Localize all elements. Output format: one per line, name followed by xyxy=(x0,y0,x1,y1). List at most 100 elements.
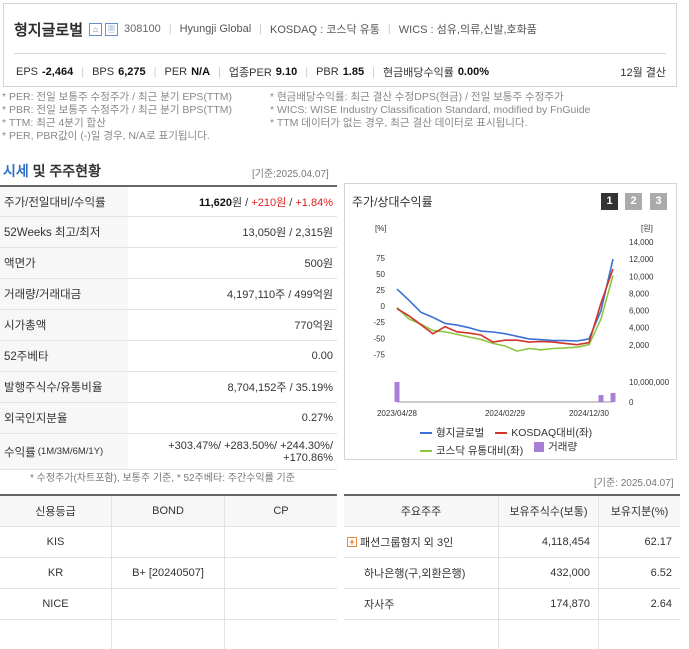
shareholder-name: 자사주 xyxy=(344,589,499,619)
note-wics: * WICS: WISE Industry Classification Sta… xyxy=(270,104,591,116)
note-dividend: * 현금배당수익률: 최근 결산 수정DPS(현금) / 전일 보통주 수정주가 xyxy=(270,91,564,103)
chart-legend: 형지글로벌 KOSDAQ대비(좌) 코스닥 유통대비(좌) 거래량 xyxy=(420,424,650,458)
right-axis-unit: [원] xyxy=(641,224,653,233)
table-header-row: 신용등급 BOND CP xyxy=(0,496,337,527)
y-left-tick-label: -50 xyxy=(373,334,385,343)
y-right-tick-label: 8,000 xyxy=(629,289,650,298)
notes-right: * 현금배당수익률: 최근 결산 수정DPS(현금) / 전일 보통주 수정주가… xyxy=(270,91,590,130)
y-left-tick-label: 0 xyxy=(381,302,386,311)
y-volume-tick-label: 10,000,000 xyxy=(629,378,670,387)
note-per: * PER: 전일 보통주 수정주가 / 최근 분기 EPS(TTM) xyxy=(2,91,233,103)
legend-item: 코스닥 유통대비(좌) xyxy=(420,444,523,458)
y-right-tick-label: 10,000 xyxy=(629,272,654,281)
y-right-tick-label: 6,000 xyxy=(629,307,650,316)
table-row: 수익률 (1M/3M/6M/1Y) +303.47%/ +283.50%/ +24… xyxy=(0,434,337,470)
document-icon[interactable]: 🗏 xyxy=(105,22,119,36)
divider: | xyxy=(168,23,172,35)
metric-pbr: PBR 1.85 | xyxy=(316,66,375,78)
table-row: 하나은행(구,외환은행) 432,000 6.52 xyxy=(344,558,680,589)
note-ttm: * TTM: 최근 4분기 합산 xyxy=(2,117,106,129)
chart-tab-3[interactable]: 3 xyxy=(650,193,667,210)
table-row: 거래량/거래대금 4,197,110주 / 499억원 xyxy=(0,279,337,310)
y-left-tick-label: 50 xyxy=(376,270,385,279)
company-header: 형지글로벌 ⌂ 🗏 308100 | Hyungji Global | KOSD… xyxy=(3,3,677,87)
row-label: 52Weeks 최고/최저 xyxy=(0,217,128,247)
metric-eps: EPS -2,464 | xyxy=(16,66,85,78)
row-label: 주가/전일대비/수익률 xyxy=(0,187,128,216)
left-axis-unit: [%] xyxy=(375,224,387,233)
y-left-tick-label: -25 xyxy=(373,318,385,327)
metric-dividend-yield: 현금배당수익률 0.00% xyxy=(382,66,490,79)
credit-rating-table: 신용등급 BOND CP KIS KR B+ [20240507] NICE xyxy=(0,494,337,649)
market-cap-value: 770억원 xyxy=(294,320,333,332)
legend-item: 형지글로벌 xyxy=(420,426,484,440)
x-tick-label: 2024/12/30 xyxy=(569,409,610,418)
volume-value: 4,197,110주 / 499억원 xyxy=(226,289,333,301)
row-label: 발행주식수/유통비율 xyxy=(0,372,128,402)
volume-bar xyxy=(394,382,400,402)
row-label: 외국인지분율 xyxy=(0,403,128,433)
row-label: 시가총액 xyxy=(0,310,128,340)
metric-sector-per: 업종PER 9.10 | xyxy=(228,66,309,79)
y-right-tick-label: 2,000 xyxy=(629,341,650,350)
expand-plus-icon[interactable]: + xyxy=(347,537,357,547)
wics-info: WICS : 섬유,의류,신발,호화품 xyxy=(398,24,537,36)
table-row: 52주베타 0.00 xyxy=(0,341,337,372)
note-pbr: * PBR: 전일 보통주 수정주가 / 최근 분기 BPS(TTM) xyxy=(2,104,233,116)
chart-title: 주가/상대수익률 xyxy=(352,195,433,209)
header-cell: 보유지분(%) xyxy=(610,506,669,518)
stock-code: 308100 xyxy=(124,23,161,35)
market-table: 주가/전일대비/수익률 11,620원 / +210원 / +1.84% 52W… xyxy=(0,185,337,470)
row-label: 수익률 (1M/3M/6M/1Y) xyxy=(0,434,128,469)
x-tick-label: 2024/02/29 xyxy=(485,409,526,418)
series-line-sector xyxy=(396,275,614,352)
section-date: [기준:2025.04.07] xyxy=(252,169,329,180)
returns-value: +303.47%/ +283.50%/ +244.30%/ +170.86% xyxy=(168,439,333,464)
table-header-row: 주요주주 보유주식수(보통) 보유지분(%) xyxy=(344,496,680,527)
price-chart: [%] [원] 75 50 25 0 -25 -50 -75 14,000 12,000 10,000… xyxy=(373,224,670,418)
table-row: 자사주 174,870 2.64 xyxy=(344,589,680,620)
table-row: 발행주식수/유통비율 8,704,152주 / 35.19% xyxy=(0,372,337,403)
notes-left: * PER: 전일 보통주 수정주가 / 최근 분기 EPS(TTM) * PB… xyxy=(2,91,232,143)
volume-bar xyxy=(610,393,616,402)
shares-value: 8,704,152주 / 35.19% xyxy=(227,382,333,394)
metric-per: PER N/A | xyxy=(164,66,221,78)
table-row: 주가/전일대비/수익률 11,620원 / +210원 / +1.84% xyxy=(0,187,337,217)
table-row: + 패션그룹형지 외 3인 4,118,454 62.17 xyxy=(344,527,680,558)
header-cell: 주요주주 xyxy=(344,496,499,526)
price-chart-panel: 주가/상대수익률 1 2 3 [%] [원] 75 50 25 0 -25 -50 -75 14,… xyxy=(344,183,677,460)
y-left-tick-label: -75 xyxy=(373,350,385,359)
legend-item: KOSDAQ대비(좌) xyxy=(495,426,592,440)
x-tick-label: 2023/04/28 xyxy=(377,409,418,418)
series-line-kosdaq xyxy=(396,268,614,346)
header-cell: 보유주식수(보통) xyxy=(499,496,599,526)
table-row: 52Weeks 최고/최저 13,050원 / 2,315원 xyxy=(0,217,337,248)
shareholder-name[interactable]: + 패션그룹형지 외 3인 xyxy=(344,527,499,557)
table-row: KR B+ [20240507] xyxy=(0,558,337,589)
beta-value: 0.00 xyxy=(311,350,333,362)
table-row: 외국인지분율 0.27% xyxy=(0,403,337,434)
metric-bps: BPS 6,275 | xyxy=(92,66,157,78)
divider: | xyxy=(387,23,391,35)
title-row: 형지글로벌 ⌂ 🗏 308100 | Hyungji Global | KOSD… xyxy=(14,17,537,41)
y-left-tick-label: 75 xyxy=(376,254,385,263)
table-row: 시가총액 770억원 xyxy=(0,310,337,341)
section-title: 시세 및 주주현황 xyxy=(3,163,101,179)
base-date-right: [기준: 2025.04.07] xyxy=(594,478,674,489)
table-row xyxy=(0,620,337,649)
note-ttm-na: * TTM 데이터가 없는 경우, 최근 결산 데이터로 표시됩니다. xyxy=(270,117,528,129)
y-left-tick-label: 25 xyxy=(376,286,385,295)
market-info: KOSDAQ : 코스닥 유통 xyxy=(270,24,380,36)
row-label: 52주베타 xyxy=(0,341,128,371)
header-cell: 신용등급 xyxy=(0,496,112,526)
chart-tab-2[interactable]: 2 xyxy=(625,193,642,210)
table-footnote: * 수정주가(차트포함), 보통주 기준, * 52주베타: 주간수익률 기준 xyxy=(30,473,295,484)
series-line-stock xyxy=(396,258,614,342)
shareholder-name: 하나은행(구,외환은행) xyxy=(344,558,499,588)
divider: | xyxy=(259,23,262,35)
volume-bar xyxy=(598,395,604,402)
row-label: 액면가 xyxy=(0,248,128,278)
home-icon[interactable]: ⌂ xyxy=(89,22,103,36)
chart-tab-1[interactable]: 1 xyxy=(601,193,618,210)
week52-value: 13,050원 / 2,315원 xyxy=(242,227,333,239)
